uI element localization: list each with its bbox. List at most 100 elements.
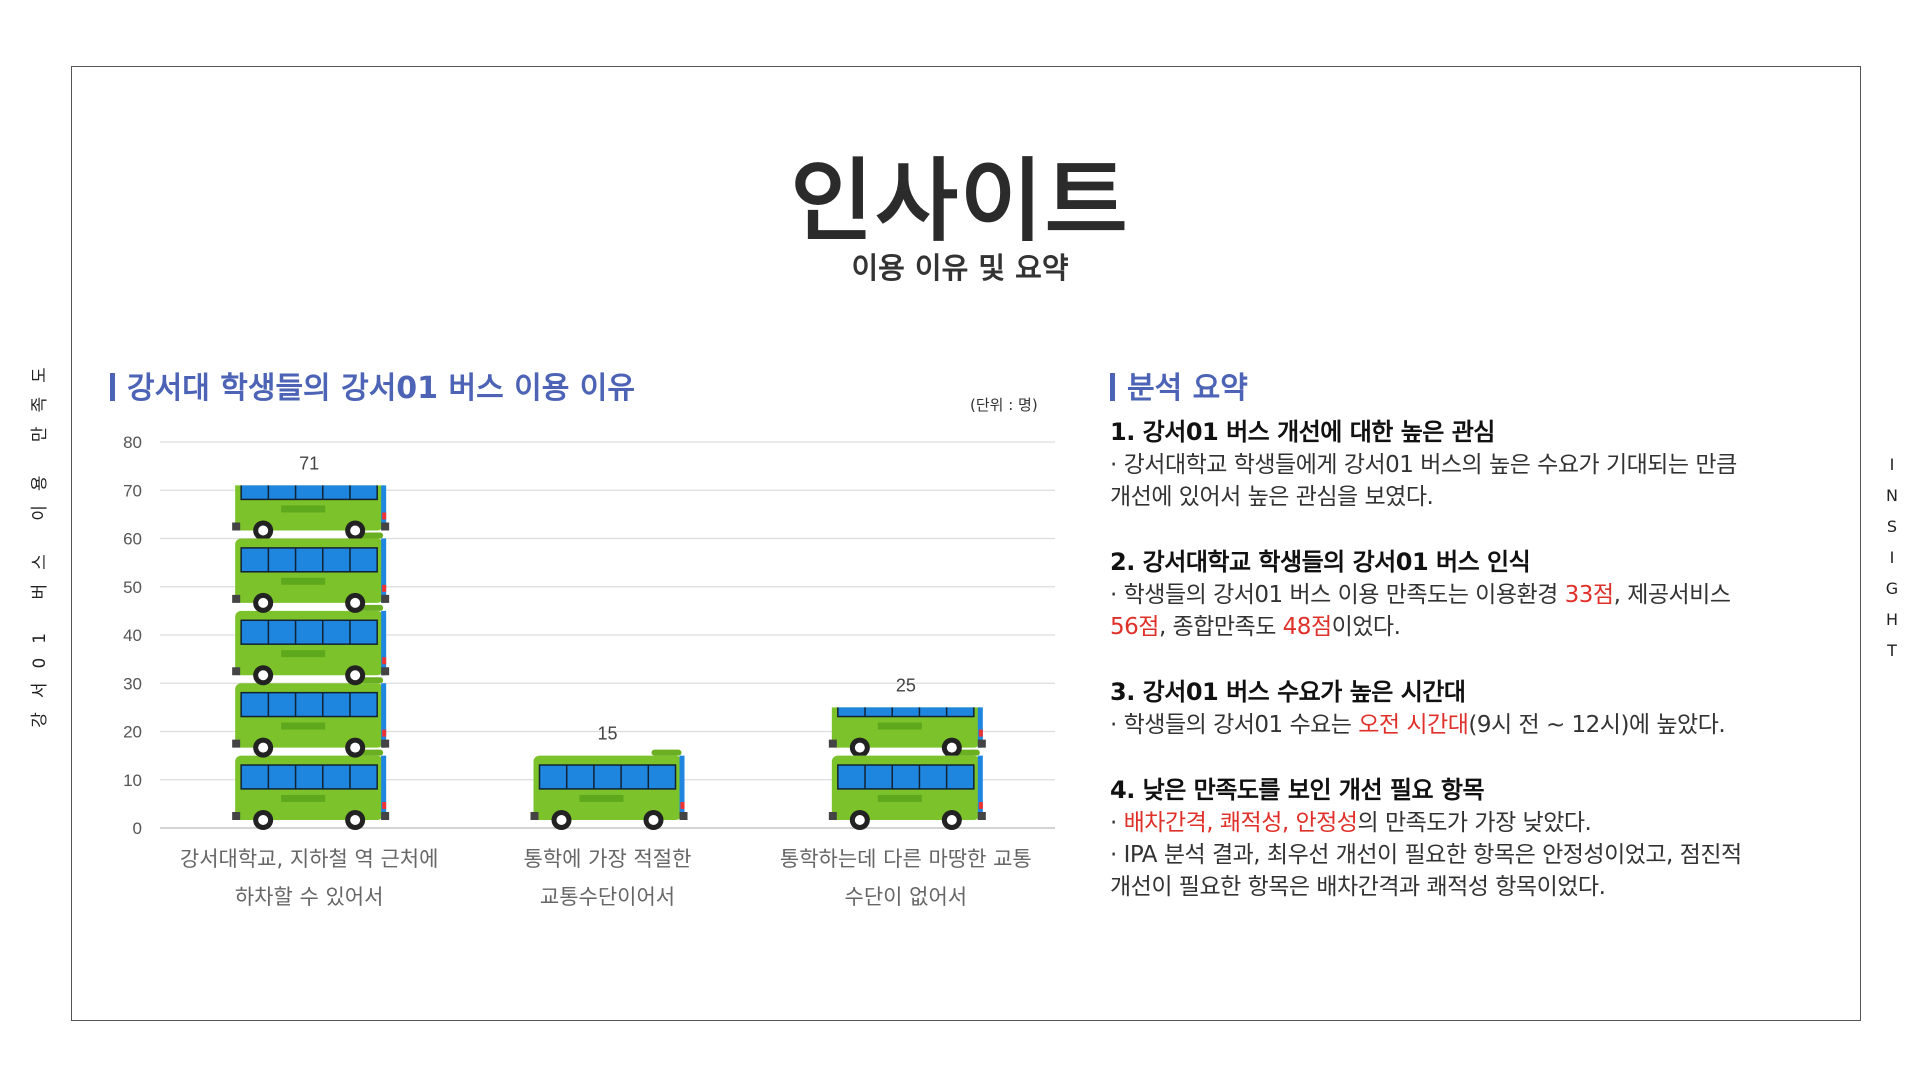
bus-light [382,584,387,592]
bus-roof [651,749,682,756]
x-tick-label: 통학하는데 다른 마땅한 교통 [780,847,1032,871]
bus-bumper [232,812,241,820]
summary-item-line: 개선에 있어서 높은 관심을 보였다. [1110,481,1830,513]
summary-text: 개선이 필요한 항목은 배차간격과 쾌적성 항목이었다. [1110,874,1606,900]
y-tick-label: 80 [123,433,142,452]
summary-heading: 분석 요약 [1110,363,1248,407]
side-caption-left-text: 강서01 버스 이용 만족도 [29,352,50,728]
side-caption-right-letter: T [1887,641,1897,660]
data-label: 25 [896,675,916,695]
bus-windows [837,707,975,718]
summary-item-title: 1. 강서01 버스 개선에 대한 높은 관심 [1110,418,1495,446]
side-caption-right-letter: I [1889,455,1895,474]
bus-stripe [877,794,922,802]
bus-bumper [679,812,688,820]
bus-light [382,657,387,665]
bus-bumper [381,667,390,676]
bus-stripe [281,722,326,730]
bus-bumper [828,739,837,748]
bar-bus-stack [232,460,390,830]
bus-front [381,610,387,676]
summary-text: · IPA 분석 결과, 최우선 개선이 필요한 항목은 안정성이었고, 점진적 [1110,842,1742,868]
bus-hubcap [854,742,865,753]
summary-text: · [1110,810,1124,836]
bus-hubcap [946,815,957,825]
summary-item-line: · 학생들의 강서01 수요는 오전 시간대(9시 전 ~ 12시)에 높았다. [1110,709,1830,741]
bus-stripe [281,577,326,585]
side-caption-left: 강서01 버스 이용 만족도 [22,353,52,728]
bus-front [977,755,983,820]
bus-front [381,755,387,820]
highlight-text: 배차간격, 쾌적성, 안정성 [1123,810,1358,836]
bar-bus-partial [232,460,390,539]
highlight-text: 33점 [1564,582,1614,608]
bus-stripe [281,505,326,513]
bus-windows [240,619,378,645]
summary-item-title: 2. 강서대학교 학생들의 강서01 버스 인식 [1110,548,1531,576]
summary-item: 1. 강서01 버스 개선에 대한 높은 관심 · 강서대학교 학생들에게 강서0… [1110,415,1830,513]
x-tick-label: 통학에 가장 적절한 [524,847,692,871]
unit-label: (단위 : 명) [970,396,1038,414]
summary-text: · 강서대학교 학생들에게 강서01 버스의 높은 수요가 기대되는 만큼 [1110,452,1737,478]
bar-bus-stack [530,749,688,830]
heading-bar [1110,373,1115,401]
side-caption-right-letter: S [1886,517,1898,536]
bus-stripe [281,650,326,658]
bus-hubcap [258,525,269,536]
y-tick-label: 0 [133,819,142,838]
page-title: 인사이트 [790,149,1130,254]
bus-windows [240,764,378,790]
bar-bus-partial [828,707,986,756]
bus-hubcap [258,815,269,825]
bus-bumper [977,739,986,748]
slide-frame [71,66,1861,1021]
bus-bumper [232,667,241,676]
summary-item-line: · IPA 분석 결과, 최우선 개선이 필요한 항목은 안정성이었고, 점진적 [1110,839,1830,871]
bus-hubcap [854,815,865,825]
bus-bumper [530,812,539,820]
bus-bumper [977,812,986,820]
bar-bus-stack [828,707,986,830]
y-tick-label: 40 [123,626,142,645]
summary-heading-text: 분석 요약 [1127,371,1248,406]
bus-bumper [828,812,837,820]
summary-item-line: 개선이 필요한 항목은 배차간격과 쾌적성 항목이었다. [1110,871,1830,903]
x-tick-label: 하차할 수 있어서 [235,885,384,909]
y-tick-label: 50 [123,578,142,597]
bus-front [679,755,685,820]
x-tick-label: 수단이 없어서 [845,885,968,909]
data-label: 71 [299,453,319,473]
summary-text: · 학생들의 강서01 수요는 [1110,712,1359,738]
bus-hubcap [258,597,269,608]
bus-stripe [579,794,624,802]
bus-windows [538,764,677,790]
summary-item: 4. 낮은 만족도를 보인 개선 필요 항목 · 배차간격, 쾌적성, 안정성의 … [1110,773,1830,903]
summary-item-line: · 배차간격, 쾌적성, 안정성의 만족도가 가장 낮았다. [1110,807,1830,839]
x-tick-label: 강서대학교, 지하철 역 근처에 [180,847,439,871]
bus-hubcap [946,742,957,753]
bus-bumper [232,594,241,603]
bus-bumper [381,594,390,603]
summary-text: 개선에 있어서 높은 관심을 보였다. [1110,484,1434,510]
summary-item-title: 4. 낮은 만족도를 보인 개선 필요 항목 [1110,776,1485,804]
bus-bumper [232,739,241,748]
summary-item-line: · 학생들의 강서01 버스 이용 만족도는 이용환경 33점, 제공서비스 [1110,579,1830,611]
bus-bumper [381,522,390,531]
bus-windows [837,764,975,790]
y-tick-label: 60 [123,530,142,549]
bus-bumper [232,522,241,531]
bus-front [381,485,387,531]
bus-roof [353,460,383,466]
bus-hubcap [350,815,361,825]
data-label: 15 [597,724,617,744]
bus-windows [240,691,378,718]
bus-windows [240,485,378,501]
heading-bar [110,373,115,401]
bus-stripe [877,722,922,730]
y-tick-label: 30 [123,674,142,693]
bus-stripe [281,794,326,802]
side-caption-right-letter: N [1886,486,1898,505]
bus-light [382,512,387,520]
